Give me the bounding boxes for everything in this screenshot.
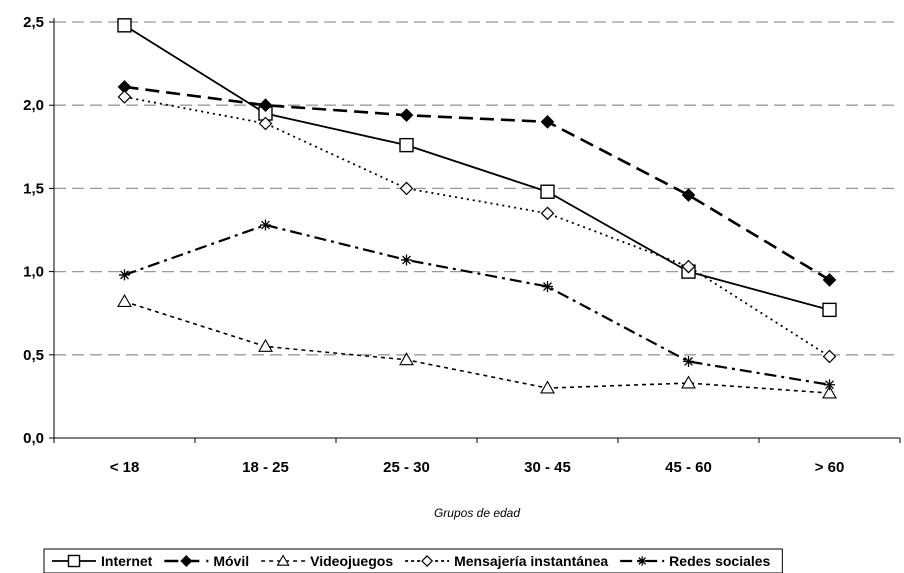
series-line bbox=[124, 300, 830, 394]
data-point bbox=[399, 137, 414, 153]
legend-label: Móvil bbox=[213, 553, 249, 569]
data-point bbox=[822, 385, 837, 399]
legend-label: Videojuegos bbox=[310, 553, 393, 569]
x-tick-labels: < 18 18 - 25 25 - 30 30 - 45 45 - 60 > 60 bbox=[110, 459, 845, 476]
data-point bbox=[822, 349, 837, 364]
data-point bbox=[542, 281, 553, 293]
x-tick-label: 18 - 25 bbox=[242, 459, 289, 476]
data-point bbox=[117, 18, 132, 33]
data-point bbox=[681, 375, 696, 389]
data-point bbox=[258, 98, 273, 113]
gridlines bbox=[54, 21, 900, 356]
data-point bbox=[258, 338, 273, 352]
data-point bbox=[258, 116, 273, 131]
legend-box bbox=[43, 548, 783, 573]
data-point bbox=[824, 379, 835, 391]
legend-marker bbox=[421, 555, 434, 567]
y-tick-label: 0,5 bbox=[23, 347, 44, 364]
series-group bbox=[117, 18, 837, 399]
y-tick-label: 2,0 bbox=[23, 97, 44, 114]
axes bbox=[49, 18, 901, 443]
y-tick-label: 1,0 bbox=[23, 264, 44, 281]
data-point bbox=[119, 269, 130, 281]
data-point bbox=[681, 188, 696, 202]
series-4 bbox=[119, 219, 835, 391]
data-point bbox=[401, 254, 412, 266]
x-tick-label: < 18 bbox=[110, 459, 140, 476]
x-tick-label: 45 - 60 bbox=[665, 459, 712, 476]
data-point bbox=[399, 108, 414, 123]
x-tick-label: > 60 bbox=[815, 459, 845, 476]
data-point bbox=[399, 352, 414, 366]
series-line bbox=[124, 95, 830, 358]
series-0 bbox=[117, 18, 837, 318]
y-tick-label: 1,5 bbox=[23, 180, 44, 197]
data-point bbox=[822, 273, 837, 287]
data-point bbox=[540, 380, 555, 394]
legend-label: Mensajería instantánea bbox=[454, 553, 608, 569]
legend-marker bbox=[276, 554, 290, 566]
series-2 bbox=[117, 293, 837, 399]
legend-item: Internet bbox=[52, 553, 153, 569]
legend: Internet Móvil Videojuegos Mensajería insta… bbox=[43, 548, 783, 573]
legend-item: Videojuegos bbox=[261, 553, 393, 569]
data-point bbox=[681, 259, 696, 274]
data-point bbox=[399, 181, 414, 196]
data-point bbox=[822, 302, 837, 318]
series-line bbox=[124, 223, 830, 386]
series-1 bbox=[117, 80, 837, 287]
series-line bbox=[124, 24, 830, 311]
data-point bbox=[540, 184, 555, 199]
legend-item: Móvil bbox=[164, 553, 249, 569]
legend-marker bbox=[67, 554, 81, 568]
data-point bbox=[260, 219, 271, 231]
y-tick-label: 2,5 bbox=[23, 14, 44, 31]
legend-item: Redes sociales bbox=[620, 553, 771, 569]
x-tick-label: 30 - 45 bbox=[524, 459, 571, 476]
y-tick-label: 0,0 bbox=[23, 430, 44, 447]
x-tick-label: 25 - 30 bbox=[383, 459, 430, 476]
x-axis-label: Grupos de edad bbox=[434, 506, 520, 520]
data-point bbox=[117, 90, 132, 104]
legend-label: Internet bbox=[101, 553, 153, 569]
data-point bbox=[683, 355, 694, 367]
legend-item: Mensajería instantánea bbox=[405, 553, 608, 569]
data-point bbox=[117, 293, 132, 307]
legend-marker bbox=[180, 555, 193, 567]
y-tick-labels: 0,0 0,5 1,0 1,5 2,0 2,5 bbox=[23, 14, 44, 447]
data-point bbox=[540, 206, 555, 221]
series-line bbox=[124, 85, 831, 282]
legend-label: Redes sociales bbox=[669, 553, 770, 569]
legend-marker bbox=[637, 556, 647, 566]
series-3 bbox=[117, 90, 837, 364]
data-point bbox=[540, 114, 555, 129]
